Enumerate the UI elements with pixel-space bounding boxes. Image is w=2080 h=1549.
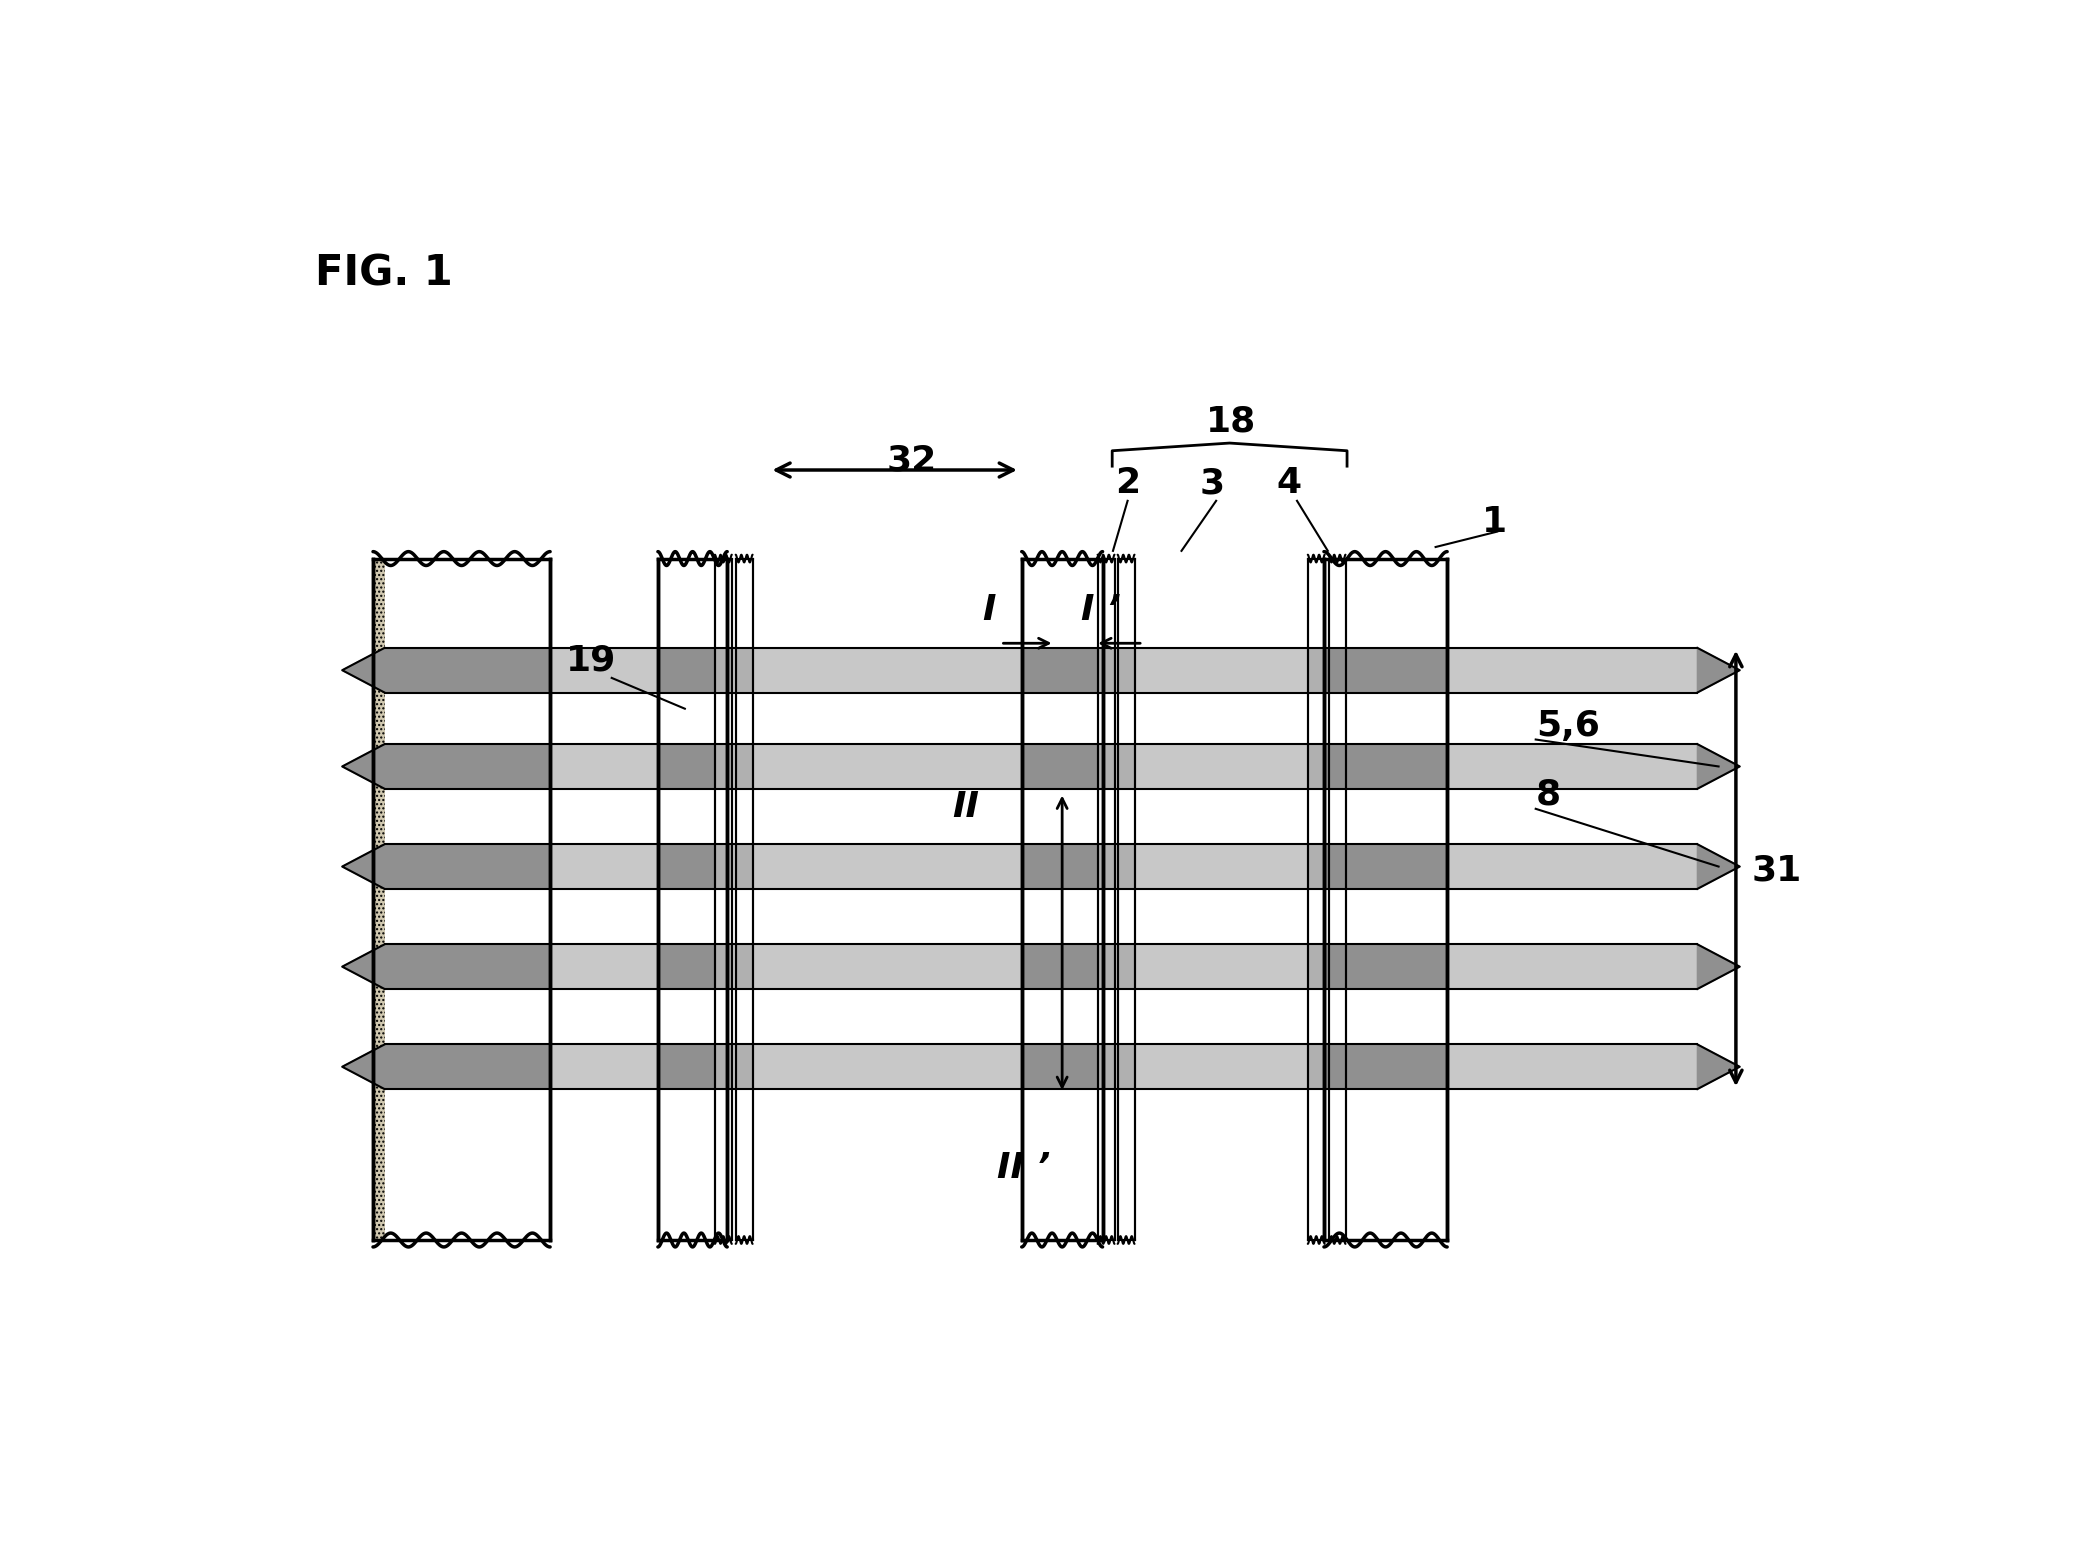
Text: 8: 8: [1535, 778, 1560, 812]
Bar: [736, 744, 753, 788]
Bar: [1117, 559, 1134, 1241]
Polygon shape: [1697, 1044, 1739, 1089]
Bar: [736, 647, 753, 692]
Polygon shape: [1697, 844, 1739, 889]
Bar: [385, 744, 1697, 788]
Bar: [385, 844, 1697, 889]
Text: 4: 4: [1277, 466, 1302, 500]
Bar: [1308, 844, 1325, 889]
Bar: [1325, 945, 1448, 988]
Bar: [372, 559, 549, 1241]
Bar: [385, 1044, 1697, 1089]
Bar: [1098, 844, 1115, 889]
Bar: [1308, 647, 1325, 692]
Bar: [385, 647, 1697, 692]
Bar: [1308, 945, 1325, 988]
Bar: [1329, 647, 1346, 692]
Polygon shape: [1697, 744, 1739, 788]
Text: 1: 1: [1481, 505, 1506, 539]
Bar: [385, 889, 1697, 945]
Bar: [1329, 844, 1346, 889]
Bar: [1325, 744, 1448, 788]
Text: 5,6: 5,6: [1535, 708, 1600, 742]
Bar: [657, 844, 728, 889]
Bar: [1308, 744, 1325, 788]
Text: II ’: II ’: [996, 1151, 1050, 1185]
Bar: [716, 945, 732, 988]
Bar: [716, 1044, 732, 1089]
Bar: [716, 647, 732, 692]
Bar: [1098, 559, 1115, 1241]
Text: 2: 2: [1115, 466, 1140, 500]
Bar: [385, 788, 1697, 844]
Polygon shape: [343, 1044, 385, 1089]
Bar: [1098, 647, 1115, 692]
Bar: [1021, 559, 1102, 1241]
Bar: [1021, 1044, 1102, 1089]
Polygon shape: [343, 945, 385, 988]
Bar: [1308, 559, 1325, 1241]
Text: 19: 19: [566, 643, 616, 677]
Bar: [1329, 559, 1346, 1241]
Bar: [736, 945, 753, 988]
Text: I ’: I ’: [1082, 593, 1121, 627]
Bar: [385, 647, 549, 692]
Bar: [716, 844, 732, 889]
Bar: [1021, 744, 1102, 788]
Text: I: I: [982, 593, 996, 627]
Bar: [657, 945, 728, 988]
Bar: [385, 988, 1697, 1044]
Text: 3: 3: [1200, 466, 1225, 500]
Bar: [385, 559, 1697, 647]
Bar: [1117, 647, 1134, 692]
Bar: [1325, 559, 1448, 1241]
Bar: [385, 744, 549, 788]
Text: 31: 31: [1751, 853, 1801, 888]
Bar: [1021, 647, 1102, 692]
Bar: [1098, 945, 1115, 988]
Bar: [1325, 1044, 1448, 1089]
Bar: [385, 692, 1697, 744]
Bar: [1329, 945, 1346, 988]
Bar: [657, 1044, 728, 1089]
Bar: [1098, 1044, 1115, 1089]
Text: 32: 32: [886, 443, 938, 477]
Bar: [1117, 744, 1134, 788]
Polygon shape: [1697, 647, 1739, 692]
Bar: [1329, 1044, 1346, 1089]
Bar: [716, 559, 732, 1241]
Bar: [385, 945, 549, 988]
Bar: [1021, 945, 1102, 988]
Bar: [736, 844, 753, 889]
Bar: [657, 647, 728, 692]
Text: II: II: [953, 790, 980, 824]
Bar: [385, 945, 1697, 988]
Bar: [1308, 1044, 1325, 1089]
Bar: [657, 559, 728, 1241]
Bar: [385, 1089, 1697, 1241]
Polygon shape: [343, 744, 385, 788]
Bar: [1117, 844, 1134, 889]
Bar: [716, 744, 732, 788]
Bar: [1117, 1044, 1134, 1089]
Bar: [385, 1044, 549, 1089]
Polygon shape: [343, 647, 385, 692]
Bar: [657, 744, 728, 788]
Polygon shape: [343, 844, 385, 889]
Text: FIG. 1: FIG. 1: [316, 252, 453, 294]
Bar: [1329, 744, 1346, 788]
Bar: [736, 1044, 753, 1089]
Bar: [1325, 844, 1448, 889]
Bar: [736, 559, 753, 1241]
Bar: [1325, 647, 1448, 692]
Bar: [1021, 844, 1102, 889]
Bar: [1117, 945, 1134, 988]
Bar: [385, 844, 549, 889]
Polygon shape: [1697, 945, 1739, 988]
Text: 18: 18: [1206, 404, 1256, 438]
Bar: [1098, 744, 1115, 788]
